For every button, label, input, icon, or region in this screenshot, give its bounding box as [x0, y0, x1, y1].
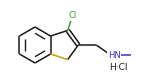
Text: H·Cl: H·Cl: [109, 63, 127, 72]
Text: HN: HN: [108, 51, 120, 60]
Text: Cl: Cl: [68, 11, 77, 20]
